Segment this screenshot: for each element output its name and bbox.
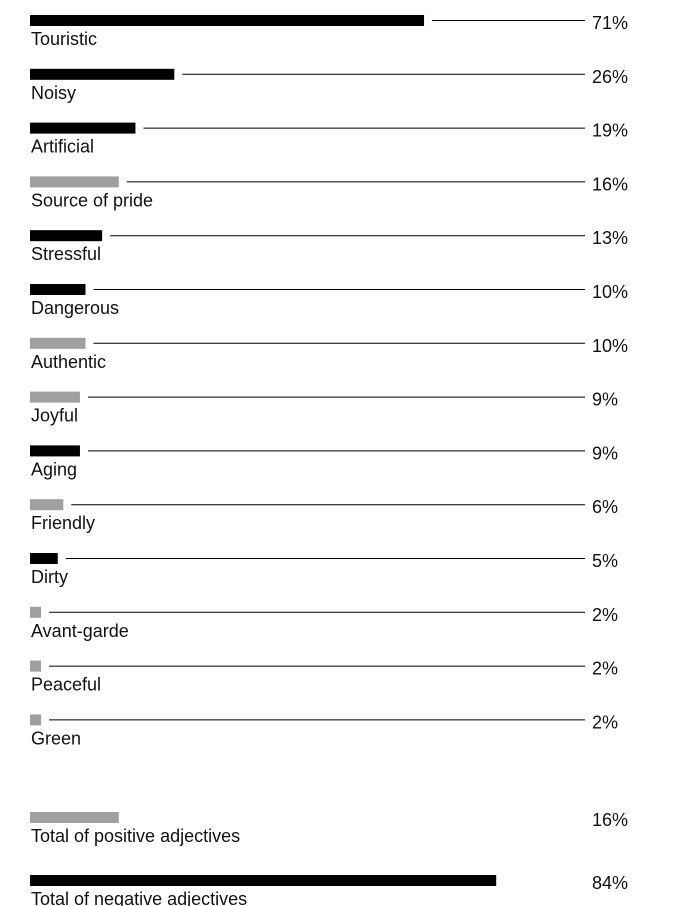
- bar-0: [30, 15, 425, 26]
- bar-label-10: Dirty: [31, 567, 68, 587]
- bar-1: [30, 68, 175, 80]
- bar-label-8: Aging: [31, 459, 77, 479]
- bar-6: [30, 337, 86, 349]
- bar-label-2: Artificial: [31, 137, 94, 157]
- total-label-1: Total of negative adjectives: [31, 889, 247, 906]
- bar-10: [30, 553, 58, 564]
- bar-5: [30, 284, 86, 295]
- bar-11: [30, 606, 42, 618]
- bar-7: [30, 391, 80, 403]
- value-label-5: 10%: [592, 282, 628, 302]
- value-label-8: 9%: [592, 443, 618, 463]
- bar-label-12: Peaceful: [31, 675, 101, 695]
- bar-label-9: Friendly: [31, 513, 95, 533]
- bar-label-0: Touristic: [31, 29, 97, 49]
- value-label-10: 5%: [592, 551, 618, 571]
- value-label-4: 13%: [592, 228, 628, 248]
- bar-8: [30, 445, 80, 457]
- bar-label-11: Avant-garde: [31, 621, 129, 641]
- bar-13: [30, 714, 42, 726]
- total-label-0: Total of positive adjectives: [31, 826, 240, 846]
- value-label-11: 2%: [592, 605, 618, 625]
- value-label-1: 26%: [592, 67, 628, 87]
- bar-9: [30, 499, 64, 511]
- bar-4: [30, 230, 103, 242]
- value-label-2: 19%: [592, 121, 628, 141]
- total-value-label-1: 84%: [592, 873, 628, 893]
- bar-label-7: Joyful: [31, 406, 78, 426]
- bar-label-5: Dangerous: [31, 298, 119, 318]
- bar-label-3: Source of pride: [31, 190, 153, 210]
- bar-label-13: Green: [31, 728, 81, 748]
- value-label-0: 71%: [592, 13, 628, 33]
- bar-12: [30, 660, 42, 672]
- total-bar-1: [30, 875, 497, 886]
- total-bar-0: [30, 812, 119, 823]
- value-label-6: 10%: [592, 336, 628, 356]
- total-value-label-0: 16%: [592, 810, 628, 830]
- bar-label-4: Stressful: [31, 244, 101, 264]
- value-label-7: 9%: [592, 390, 618, 410]
- value-label-3: 16%: [592, 174, 628, 194]
- value-label-13: 2%: [592, 712, 618, 732]
- value-label-9: 6%: [592, 497, 618, 517]
- value-label-12: 2%: [592, 659, 618, 679]
- bar-label-6: Authentic: [31, 352, 106, 372]
- bar-3: [30, 176, 119, 188]
- bar-label-1: Noisy: [31, 83, 76, 103]
- bar-2: [30, 122, 136, 134]
